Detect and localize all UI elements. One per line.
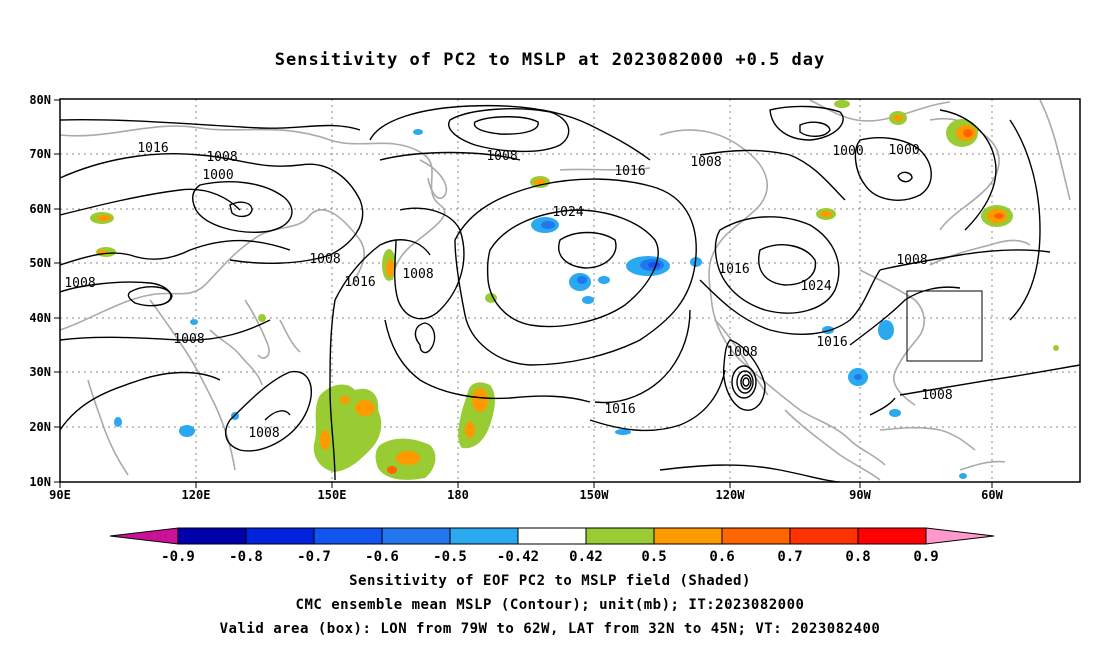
contour-label: 1016	[718, 262, 749, 277]
colorbar-label: -0.7	[297, 549, 331, 565]
contour-label: 1024	[800, 279, 831, 294]
colorbar-label: 0.42	[569, 549, 603, 565]
caption-line-3: Valid area (box): LON from 79W to 62W, L…	[219, 621, 881, 637]
latitude-labels: 80N 70N 60N 50N 40N 30N 20N 10N	[29, 93, 51, 489]
colorbar-bin	[721, 527, 791, 545]
map-frame	[59, 98, 1081, 483]
contour-label: 1008	[173, 332, 204, 347]
contour-label: 1008	[206, 150, 237, 165]
colorbar-label: 0.6	[709, 549, 734, 565]
longitude-labels: 90E 120E 150E 180 150W 120W 90W 60W	[49, 488, 1003, 502]
contour-label: 1000	[888, 143, 919, 158]
contour-label: 1016	[344, 275, 375, 290]
colorbar-label: 0.8	[845, 549, 870, 565]
contour-label: 1008	[690, 155, 721, 170]
caption-line-2: CMC ensemble mean MSLP (Contour); unit(m…	[295, 597, 805, 613]
colorbar	[109, 527, 995, 545]
map-title: Sensitivity of PC2 to MSLP at 2023082000…	[274, 50, 826, 70]
lon-label-60w: 60W	[981, 488, 1003, 502]
colorbar-label: -0.5	[433, 549, 467, 565]
colorbar-bin	[177, 527, 247, 545]
lon-label-90e: 90E	[49, 488, 71, 502]
lon-label-150e: 150E	[318, 488, 347, 502]
colorbar-bin	[449, 527, 519, 545]
colorbar-bin	[653, 527, 723, 545]
colorbar-label: 0.5	[641, 549, 666, 565]
lon-label-180: 180	[447, 488, 469, 502]
lon-label-150w: 150W	[580, 488, 610, 502]
lon-label-90w: 90W	[849, 488, 871, 502]
contour-label: 1008	[248, 426, 279, 441]
lat-label-50n: 50N	[29, 256, 51, 270]
lat-label-70n: 70N	[29, 147, 51, 161]
caption-line-1: Sensitivity of EOF PC2 to MSLP field (Sh…	[349, 573, 751, 589]
colorbar-bin	[313, 527, 383, 545]
contour-label: 1016	[816, 335, 847, 350]
colorbar-bin	[857, 527, 927, 545]
coastlines	[60, 99, 1071, 481]
contour-label: 1016	[604, 402, 635, 417]
colorbar-bin	[245, 527, 315, 545]
lon-label-120w: 120W	[716, 488, 746, 502]
valid-area-box	[906, 290, 983, 362]
contour-label: 1008	[921, 388, 952, 403]
colorbar-bin	[585, 527, 655, 545]
axis-ticks	[54, 99, 993, 488]
lat-label-30n: 30N	[29, 365, 51, 379]
colorbar-label: 0.7	[777, 549, 802, 565]
contour-label: 1016	[614, 164, 645, 179]
colorbar-label: -0.9	[161, 549, 195, 565]
contour-label: 1008	[486, 149, 517, 164]
contour-label: 1024	[552, 205, 583, 220]
colorbar-label: -0.8	[229, 549, 263, 565]
lon-label-120e: 120E	[182, 488, 211, 502]
colorbar-high-end	[925, 527, 995, 545]
lat-label-20n: 20N	[29, 420, 51, 434]
colorbar-label: 0.9	[913, 549, 938, 565]
mslp-contours	[60, 104, 1080, 482]
contour-label: 1008	[64, 276, 95, 291]
contour-label: 1008	[726, 345, 757, 360]
contour-label: 1008	[896, 253, 927, 268]
contour-label: 1008	[309, 252, 340, 267]
contour-label: 1008	[402, 267, 433, 282]
colorbar-low-end	[109, 527, 179, 545]
colorbar-bin	[381, 527, 451, 545]
contour-label: 1000	[832, 144, 863, 159]
lat-label-40n: 40N	[29, 311, 51, 325]
lat-label-10n: 10N	[29, 475, 51, 489]
gridlines	[60, 99, 1080, 482]
colorbar-label: -0.6	[365, 549, 399, 565]
colorbar-label: -0.42	[497, 549, 539, 565]
contour-labels: 1016 1008 1000 1008 1008 1016 1000 1000 …	[64, 141, 952, 441]
lat-label-80n: 80N	[29, 93, 51, 107]
contour-label: 1016	[137, 141, 168, 156]
colorbar-bin	[517, 527, 587, 545]
colorbar-bin	[789, 527, 859, 545]
lat-label-60n: 60N	[29, 202, 51, 216]
contour-label: 1000	[202, 168, 233, 183]
colorbar-labels: -0.9 -0.8 -0.7 -0.6 -0.5 -0.42 0.42 0.5 …	[161, 549, 939, 565]
